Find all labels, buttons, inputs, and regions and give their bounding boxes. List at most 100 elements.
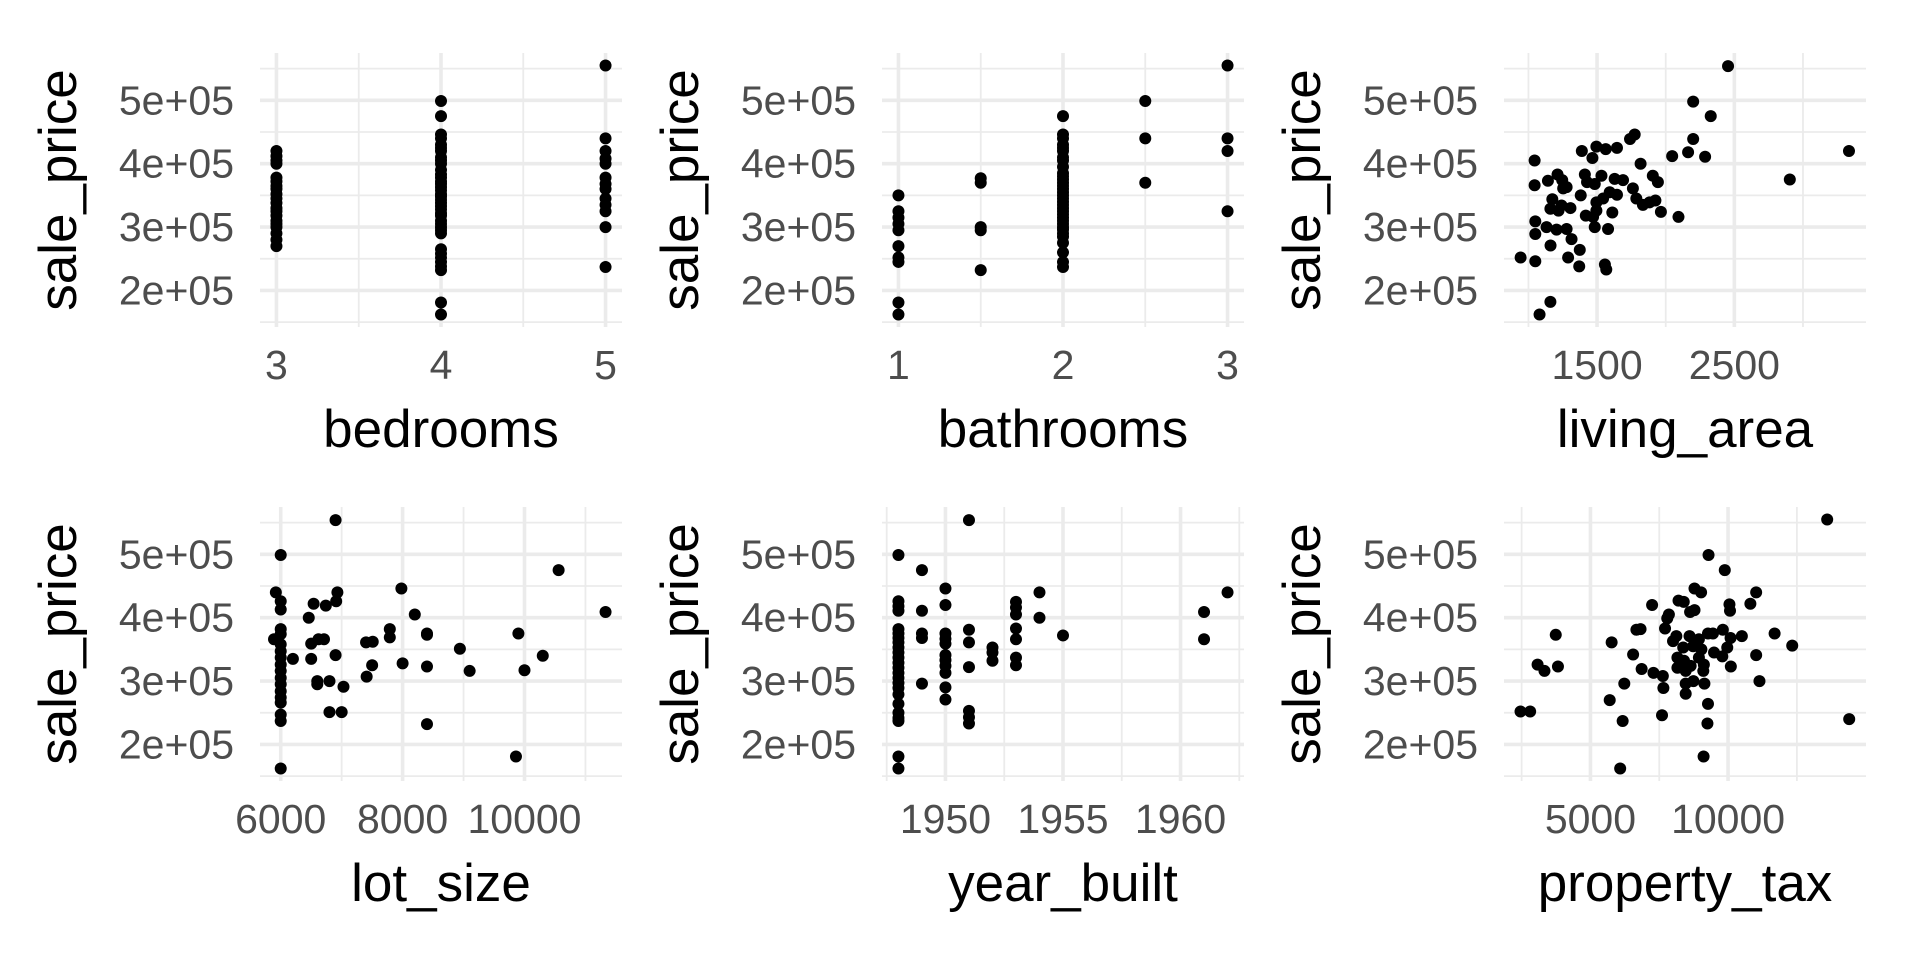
data-point <box>1627 648 1640 661</box>
data-point <box>1750 586 1763 599</box>
data-point <box>1661 612 1674 625</box>
points <box>268 514 612 775</box>
data-point <box>599 171 612 184</box>
data-point <box>986 646 999 659</box>
data-point <box>435 243 447 256</box>
y-tick-label: 3e+05 <box>119 204 234 250</box>
x-tick-label: 3 <box>1216 342 1239 388</box>
y-tick-label: 5e+05 <box>1363 531 1478 577</box>
data-point <box>1702 548 1715 561</box>
data-point <box>599 59 612 72</box>
data-point <box>1595 169 1608 182</box>
data-point <box>1057 110 1069 123</box>
data-point <box>892 548 905 561</box>
data-point <box>962 717 975 730</box>
y-axis-title: sale_price <box>651 523 710 765</box>
data-point <box>1562 251 1575 264</box>
data-point <box>1586 151 1599 164</box>
data-point <box>1618 677 1631 690</box>
data-point <box>1529 215 1542 228</box>
points <box>892 514 1234 775</box>
data-point <box>1716 650 1729 663</box>
data-point <box>269 586 282 599</box>
x-tick-label: 8000 <box>357 796 448 842</box>
data-point <box>974 172 987 185</box>
y-tick-label: 3e+05 <box>1363 658 1478 704</box>
data-point <box>302 611 315 624</box>
data-point <box>1672 210 1685 223</box>
data-point <box>536 649 549 662</box>
data-point <box>1610 141 1623 154</box>
data-point <box>1695 586 1708 599</box>
y-tick-label: 2e+05 <box>741 721 856 767</box>
data-point <box>939 681 952 694</box>
data-point <box>1544 295 1557 308</box>
data-point <box>915 604 928 617</box>
x-axis-title: living_area <box>1557 400 1814 459</box>
data-point <box>1786 639 1799 652</box>
data-point <box>1735 630 1748 643</box>
data-point <box>435 296 447 309</box>
data-point <box>1649 194 1662 207</box>
data-point <box>1842 145 1855 158</box>
data-point <box>274 762 287 775</box>
data-point <box>1634 623 1647 636</box>
panel-lot-size: 2e+05 3e+05 4e+05 5e+05 6000 8000 10000 lot_siz… <box>29 507 622 913</box>
data-point <box>323 675 336 688</box>
data-point <box>915 564 928 577</box>
data-point <box>939 599 952 612</box>
data-point <box>1544 239 1557 252</box>
data-point <box>305 652 318 665</box>
data-point <box>1688 604 1701 617</box>
data-point <box>274 603 287 616</box>
data-point <box>892 251 905 264</box>
data-point <box>1698 677 1711 690</box>
y-tick-label: 4e+05 <box>1363 595 1478 641</box>
data-point <box>1687 95 1700 108</box>
data-point <box>311 678 324 691</box>
panel-year-built: 2e+05 3e+05 4e+05 5e+05 1950 1955 1960 year_bui… <box>651 507 1244 913</box>
y-tick-label: 2e+05 <box>119 721 234 767</box>
data-point <box>1560 181 1573 194</box>
data-point <box>1682 146 1695 159</box>
data-point <box>915 631 928 644</box>
data-point <box>366 659 379 672</box>
data-point <box>270 145 283 158</box>
data-point <box>1602 222 1615 235</box>
data-point <box>1221 132 1234 145</box>
data-point <box>939 637 952 650</box>
data-point <box>360 670 373 683</box>
points <box>892 59 1234 321</box>
data-point <box>1009 608 1022 621</box>
data-point <box>512 627 525 640</box>
y-tick-label: 2e+05 <box>741 267 856 313</box>
y-tick-label: 4e+05 <box>741 595 856 641</box>
data-point <box>1667 635 1680 648</box>
data-point <box>366 635 379 648</box>
data-point <box>1221 145 1234 158</box>
data-point <box>1724 604 1737 617</box>
panel-property-tax: 2e+05 3e+05 4e+05 5e+05 5000 10000 property_ta… <box>1273 507 1866 913</box>
data-point <box>892 762 905 775</box>
data-point <box>892 750 905 763</box>
data-point <box>1528 154 1541 167</box>
data-point <box>1221 205 1234 218</box>
data-point <box>1699 150 1712 163</box>
data-point <box>1821 513 1834 526</box>
data-point <box>892 697 905 710</box>
y-axis-title: sale_price <box>29 69 88 311</box>
data-point <box>1679 687 1692 700</box>
x-axis-title: year_built <box>948 854 1178 913</box>
y-tick-label: 4e+05 <box>741 141 856 187</box>
data-point <box>323 706 336 719</box>
data-point <box>1783 173 1796 186</box>
data-point <box>1009 659 1022 672</box>
data-point <box>552 564 565 577</box>
data-point <box>1139 176 1152 189</box>
data-point <box>1666 150 1679 163</box>
data-point <box>974 264 987 277</box>
data-point <box>1684 659 1697 672</box>
data-point <box>1724 631 1737 644</box>
y-tick-label: 3e+05 <box>741 658 856 704</box>
x-tick-label: 5000 <box>1545 796 1636 842</box>
